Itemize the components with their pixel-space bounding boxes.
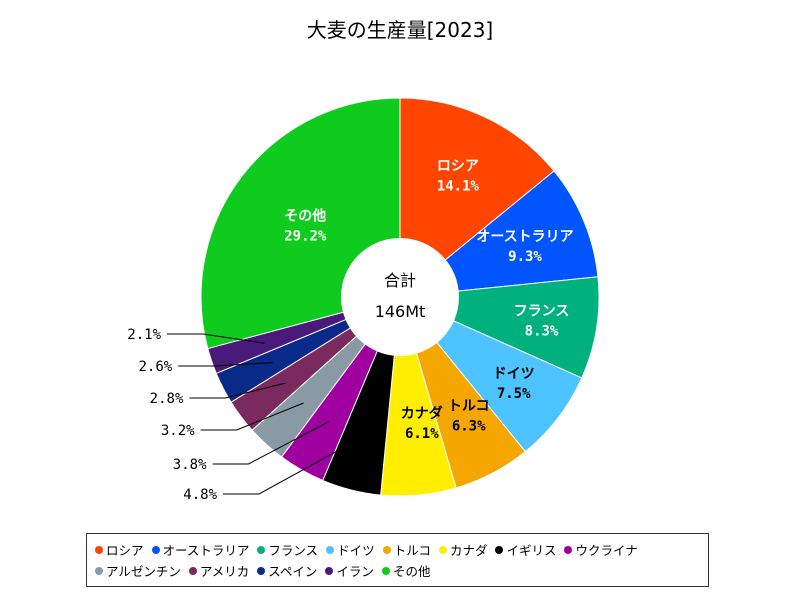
legend-item-アメリカ: アメリカ — [188, 561, 250, 580]
legend-item-イラン: イラン — [325, 561, 374, 580]
slice-name-カナダ: カナダ — [401, 405, 443, 422]
legend-row: ロシア オーストラリア フランス ドイツ トルコ カナダ イギリス ウクライナ — [95, 539, 700, 560]
legend-item-イギリス: イギリス — [495, 540, 556, 559]
legend-label: ドイツ — [337, 543, 375, 558]
slice-name-ロシア: ロシア — [437, 159, 479, 175]
slice-percent-スペイン: 2.6% — [138, 359, 172, 375]
legend-label: カナダ — [449, 543, 488, 558]
legend: ロシア オーストラリア フランス ドイツ トルコ カナダ イギリス ウクライナ アルゼンチンア… — [86, 533, 709, 587]
legend-item-アルゼンチン: アルゼンチン — [95, 561, 181, 580]
legend-marker-icon — [95, 566, 103, 575]
leader-line-ウクライナ — [212, 421, 330, 465]
legend-marker-icon — [151, 545, 160, 554]
center-total-value: 146Mt — [375, 302, 426, 321]
legend-marker-icon — [257, 566, 266, 575]
legend-item-オーストラリア: オーストラリア — [151, 540, 250, 559]
legend-item-ドイツ: ドイツ — [326, 540, 375, 559]
legend-item-ウクライナ: ウクライナ — [564, 540, 638, 559]
pie-chart: ロシア 14.1% オーストラリア 9.3% フランス 8.3% ドイツ 7.5% トルコ 6.3… — [127, 97, 600, 503]
slice-percent-ドイツ: 7.5% — [497, 386, 531, 402]
slice-name-その他: その他 — [284, 207, 326, 224]
slice-name-ドイツ: ドイツ — [493, 366, 535, 382]
legend-label: ウクライナ — [575, 543, 638, 558]
leader-line-スペイン — [178, 362, 273, 367]
pie-slice-ロシア — [399, 97, 555, 299]
legend-label: イギリス — [506, 543, 557, 558]
legend-marker-icon — [382, 545, 391, 554]
legend-item-ロシア: ロシア — [95, 540, 144, 559]
legend-marker-icon — [438, 545, 447, 554]
legend-item-スペイン: スペイン — [257, 561, 317, 580]
legend-marker-icon — [95, 545, 103, 554]
legend-label: アメリカ — [199, 564, 250, 579]
slice-percent-トルコ: 6.3% — [452, 418, 486, 434]
legend-marker-icon — [325, 566, 334, 575]
slice-percent-カナダ: 6.1% — [405, 426, 439, 442]
slice-percent-ウクライナ: 3.8% — [173, 457, 207, 473]
slice-percent-アメリカ: 2.8% — [150, 391, 184, 407]
legend-label: アルゼンチン — [106, 564, 181, 579]
leader-line-アメリカ — [189, 382, 286, 399]
legend-label: フランス — [268, 543, 319, 558]
legend-label: オーストラリア — [162, 543, 250, 558]
leader-line-イギリス — [223, 435, 366, 495]
slice-name-トルコ: トルコ — [448, 398, 490, 414]
legend-label: ロシア — [106, 543, 144, 558]
legend-label: トルコ — [393, 543, 431, 558]
slice-percent-その他: 29.2% — [284, 228, 327, 244]
legend-label: スペイン — [268, 564, 318, 579]
slice-name-オーストラリア: オーストラリア — [476, 229, 573, 245]
legend-marker-icon — [564, 545, 573, 554]
slice-percent-ロシア: 14.1% — [437, 179, 480, 195]
slice-percent-オーストラリア: 9.3% — [508, 249, 542, 265]
center-total-label: 合計 — [384, 271, 416, 290]
slice-percent-イギリス: 4.8% — [183, 487, 217, 503]
leader-line-イラン — [167, 333, 265, 344]
legend-item-カナダ: カナダ — [438, 540, 488, 559]
donut-hole — [341, 238, 459, 356]
slice-percent-イラン: 2.1% — [127, 327, 161, 343]
legend-marker-icon — [257, 545, 266, 554]
slice-percent-フランス: 8.3% — [525, 324, 559, 340]
slice-percent-アルゼンチン: 3.2% — [161, 423, 195, 439]
slice-name-フランス: フランス — [514, 304, 570, 320]
legend-item-トルコ: トルコ — [382, 540, 431, 559]
leader-line-アルゼンチン — [200, 402, 304, 431]
legend-item-その他: その他 — [381, 561, 431, 580]
legend-marker-icon — [326, 545, 335, 554]
legend-marker-icon — [495, 545, 504, 554]
legend-marker-icon — [381, 566, 390, 575]
legend-marker-icon — [188, 566, 197, 575]
legend-label: その他 — [392, 564, 431, 579]
chart-title: 大麦の生産量[2023] — [306, 18, 494, 42]
legend-row: アルゼンチン アメリカ スペイン イラン その他 — [95, 560, 700, 581]
legend-item-フランス: フランス — [257, 540, 318, 559]
legend-label: イラン — [336, 564, 374, 579]
